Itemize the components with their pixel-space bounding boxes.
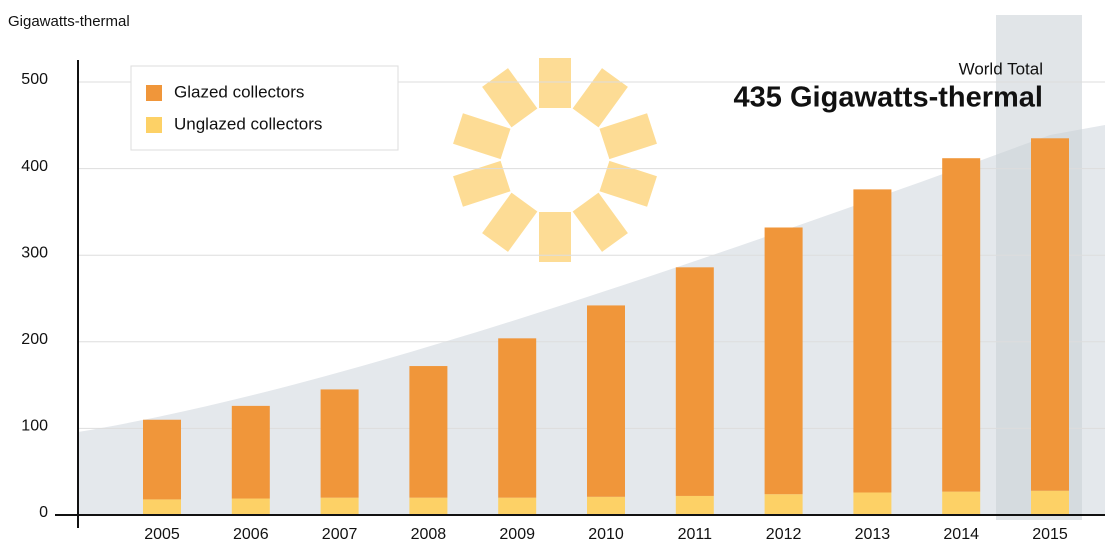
x-tick-label: 2013 <box>855 526 891 543</box>
bar-segment <box>409 497 448 515</box>
bar-segment <box>231 498 270 515</box>
bar-segment <box>587 496 625 515</box>
bar-segment <box>320 389 359 498</box>
bar-segment <box>587 305 625 497</box>
x-tick-label: 2008 <box>411 526 447 543</box>
y-tick-label: 400 <box>21 158 48 175</box>
legend-label: Glazed collectors <box>174 82 304 101</box>
legend-box <box>130 65 399 151</box>
sun-ray <box>482 68 538 128</box>
x-tick-label: 2006 <box>233 526 269 543</box>
annotation-value: 435 Gigawatts-thermal <box>734 82 1043 114</box>
bar-segment <box>320 497 359 515</box>
sun-ray <box>482 192 538 252</box>
sun-ray <box>539 212 571 262</box>
sun-ray <box>599 160 657 207</box>
x-tick-label: 2010 <box>588 526 624 543</box>
sun-ray <box>572 192 628 252</box>
bar-segment <box>143 499 181 515</box>
x-tick-label: 2007 <box>322 526 358 543</box>
bar-segment <box>764 494 803 515</box>
bar-segment <box>231 405 270 499</box>
bar-segment <box>942 491 981 515</box>
bar-segment <box>143 419 181 500</box>
bar-segment <box>675 267 714 496</box>
x-tick-label: 2005 <box>144 526 180 543</box>
bar-segment <box>1031 490 1069 515</box>
bar-segment <box>675 495 714 515</box>
legend-swatch <box>146 85 162 101</box>
bar-segment <box>1031 138 1069 491</box>
bar-segment <box>853 492 892 515</box>
y-tick-label: 300 <box>21 244 48 261</box>
x-tick-label: 2012 <box>766 526 802 543</box>
sun-ray <box>599 113 657 160</box>
sun-ray <box>453 160 511 207</box>
y-axis-label: Gigawatts-thermal <box>8 13 130 30</box>
sun-ray <box>453 113 511 160</box>
annotation-title: World Total <box>959 59 1043 78</box>
bar-segment <box>942 158 981 492</box>
x-tick-label: 2015 <box>1032 526 1068 543</box>
legend-label: Unglazed collectors <box>174 114 322 133</box>
bar-segment <box>764 227 803 495</box>
sun-ray <box>572 68 628 128</box>
legend-swatch <box>146 117 162 133</box>
sun-icon <box>453 58 657 262</box>
y-tick-label: 0 <box>39 504 48 521</box>
sun-ray <box>539 58 571 108</box>
x-tick-label: 2009 <box>499 526 535 543</box>
bar-segment <box>853 189 892 493</box>
y-tick-label: 200 <box>21 331 48 348</box>
bar-segment <box>498 497 537 515</box>
bar-segment <box>498 338 537 498</box>
x-tick-label: 2014 <box>943 526 979 543</box>
x-tick-label: 2011 <box>678 526 713 543</box>
y-tick-label: 500 <box>21 71 48 88</box>
bar-segment <box>409 366 448 498</box>
y-tick-label: 100 <box>21 418 48 435</box>
